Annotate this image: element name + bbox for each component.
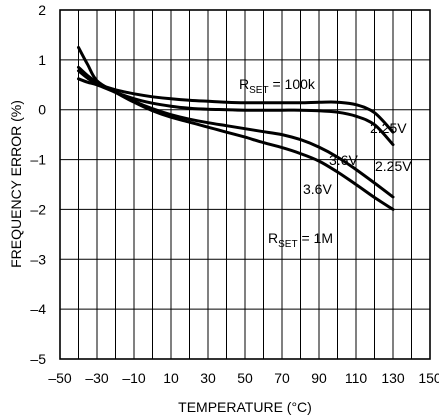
curves [77, 45, 395, 211]
x-tick-label: –10 [122, 370, 146, 386]
y-tick-label: –4 [30, 301, 46, 317]
x-tick-label: 70 [274, 370, 290, 386]
x-tick-label: 90 [311, 370, 327, 386]
y-tick-label: 2 [38, 2, 46, 18]
x-tick-label: 10 [163, 370, 179, 386]
x-tick-label: –30 [85, 370, 109, 386]
x-tick-label: –50 [48, 370, 72, 386]
x-tick-label: 150 [418, 370, 439, 386]
voltage-label-3-6v-lower: 3.6V [303, 181, 332, 197]
plot-frame [59, 9, 431, 360]
series-line-rset-1m-3-6v [77, 45, 395, 211]
rset-100k-label: RSET = 100k [239, 76, 316, 96]
x-axis-label: TEMPERATURE (°C) [178, 399, 312, 415]
y-axis-label: FREQUENCY ERROR (%) [8, 100, 24, 268]
y-tick-label: –2 [30, 201, 46, 217]
y-tick-label: –1 [30, 152, 46, 168]
voltage-label-2-25v-upper: 2.25V [370, 120, 407, 136]
x-tick-label: 30 [200, 370, 216, 386]
rset-1m-label: RSET = 1M [268, 230, 333, 250]
y-tick-label: –3 [30, 251, 46, 267]
voltage-label-2-25v-lower: 2.25V [375, 158, 412, 174]
y-tick-label: 1 [38, 52, 46, 68]
y-tick-label: –5 [30, 351, 46, 367]
series-line-rset-100k-2-25v [77, 69, 395, 134]
x-tick-label: 50 [237, 370, 253, 386]
x-tick-label: 130 [381, 370, 405, 386]
y-tick-label: 0 [38, 102, 46, 118]
voltage-label-3-6v-upper: 3.6V [329, 152, 358, 168]
x-tick-labels: –50 –30 –10 10 30 50 70 90 110 130 150 [48, 370, 439, 386]
grid [60, 10, 430, 359]
x-tick-label: 110 [345, 370, 368, 386]
y-tick-labels: 2 1 0 –1 –2 –3 –4 –5 [30, 2, 46, 367]
